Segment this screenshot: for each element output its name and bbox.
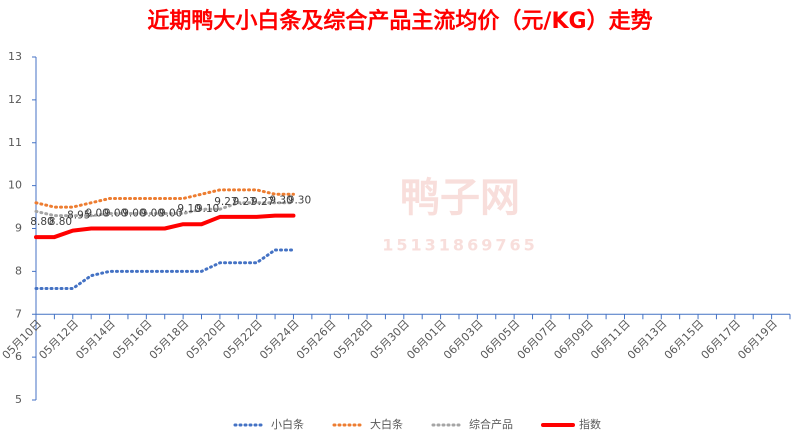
x-tick-label: 05月18日 xyxy=(147,317,192,362)
data-label: 9.10 xyxy=(177,203,200,215)
x-tick-label: 05月20日 xyxy=(184,317,229,362)
data-label: 9.30 xyxy=(288,195,311,207)
data-label: 9.27 xyxy=(251,196,274,208)
data-label: 9.27 xyxy=(214,196,237,208)
y-tick-label: 12 xyxy=(8,93,22,106)
x-tick-label: 06月15日 xyxy=(662,317,707,362)
watermark: 鸭子网 xyxy=(400,175,520,221)
data-label: 9.10 xyxy=(196,203,219,215)
data-label: 9.00 xyxy=(141,208,164,220)
data-label: 9.00 xyxy=(159,208,182,220)
legend-label: 综合产品 xyxy=(469,417,513,431)
x-tick-label: 06月01日 xyxy=(404,317,449,362)
y-tick-label: 7 xyxy=(15,307,22,320)
y-tick-label: 13 xyxy=(8,50,22,63)
x-tick-label: 06月11日 xyxy=(588,317,633,362)
x-tick-label: 06月19日 xyxy=(735,317,780,362)
y-tick-label: 9 xyxy=(15,222,22,235)
x-tick-label: 06月09日 xyxy=(551,317,596,362)
data-label: 8.80 xyxy=(49,216,72,228)
data-label: 9.00 xyxy=(85,208,108,220)
chart-title: 近期鸭大小白条及综合产品主流均价（元/KG）走势 xyxy=(147,8,652,34)
data-label: 8.95 xyxy=(67,210,90,222)
y-tick-label: 5 xyxy=(15,393,22,406)
data-label: 9.30 xyxy=(269,195,292,207)
series-line xyxy=(34,188,295,209)
data-label: 9.00 xyxy=(122,208,145,220)
x-tick-label: 05月12日 xyxy=(36,317,81,362)
x-tick-label: 05月26日 xyxy=(294,317,339,362)
legend-label: 小白条 xyxy=(271,417,304,431)
legend-label: 大白条 xyxy=(370,417,403,431)
data-label: 9.27 xyxy=(233,196,256,208)
y-tick-label: 11 xyxy=(8,136,22,149)
x-tick-label: 05月30日 xyxy=(367,317,412,362)
watermark: 15131869765 xyxy=(382,236,537,255)
series-line xyxy=(34,201,295,218)
x-tick-label: 06月07日 xyxy=(515,317,560,362)
series-line xyxy=(34,213,296,240)
data-label: 8.80 xyxy=(30,216,53,228)
legend-label: 指数 xyxy=(579,417,601,431)
x-tick-label: 06月13日 xyxy=(625,317,670,362)
series-line xyxy=(34,248,295,291)
x-tick-label: 05月24日 xyxy=(257,317,302,362)
x-tick-label: 06月05日 xyxy=(478,317,523,362)
data-label: 9.00 xyxy=(104,208,127,220)
x-tick-label: 05月14日 xyxy=(73,317,118,362)
x-tick-label: 06月03日 xyxy=(441,317,486,362)
y-tick-label: 10 xyxy=(8,179,22,192)
y-tick-label: 8 xyxy=(15,264,22,277)
y-tick-label: 6 xyxy=(15,350,22,363)
x-tick-label: 05月28日 xyxy=(331,317,376,362)
x-tick-label: 06月17日 xyxy=(699,317,744,362)
x-tick-label: 05月22日 xyxy=(220,317,265,362)
x-tick-label: 05月16日 xyxy=(110,317,155,362)
